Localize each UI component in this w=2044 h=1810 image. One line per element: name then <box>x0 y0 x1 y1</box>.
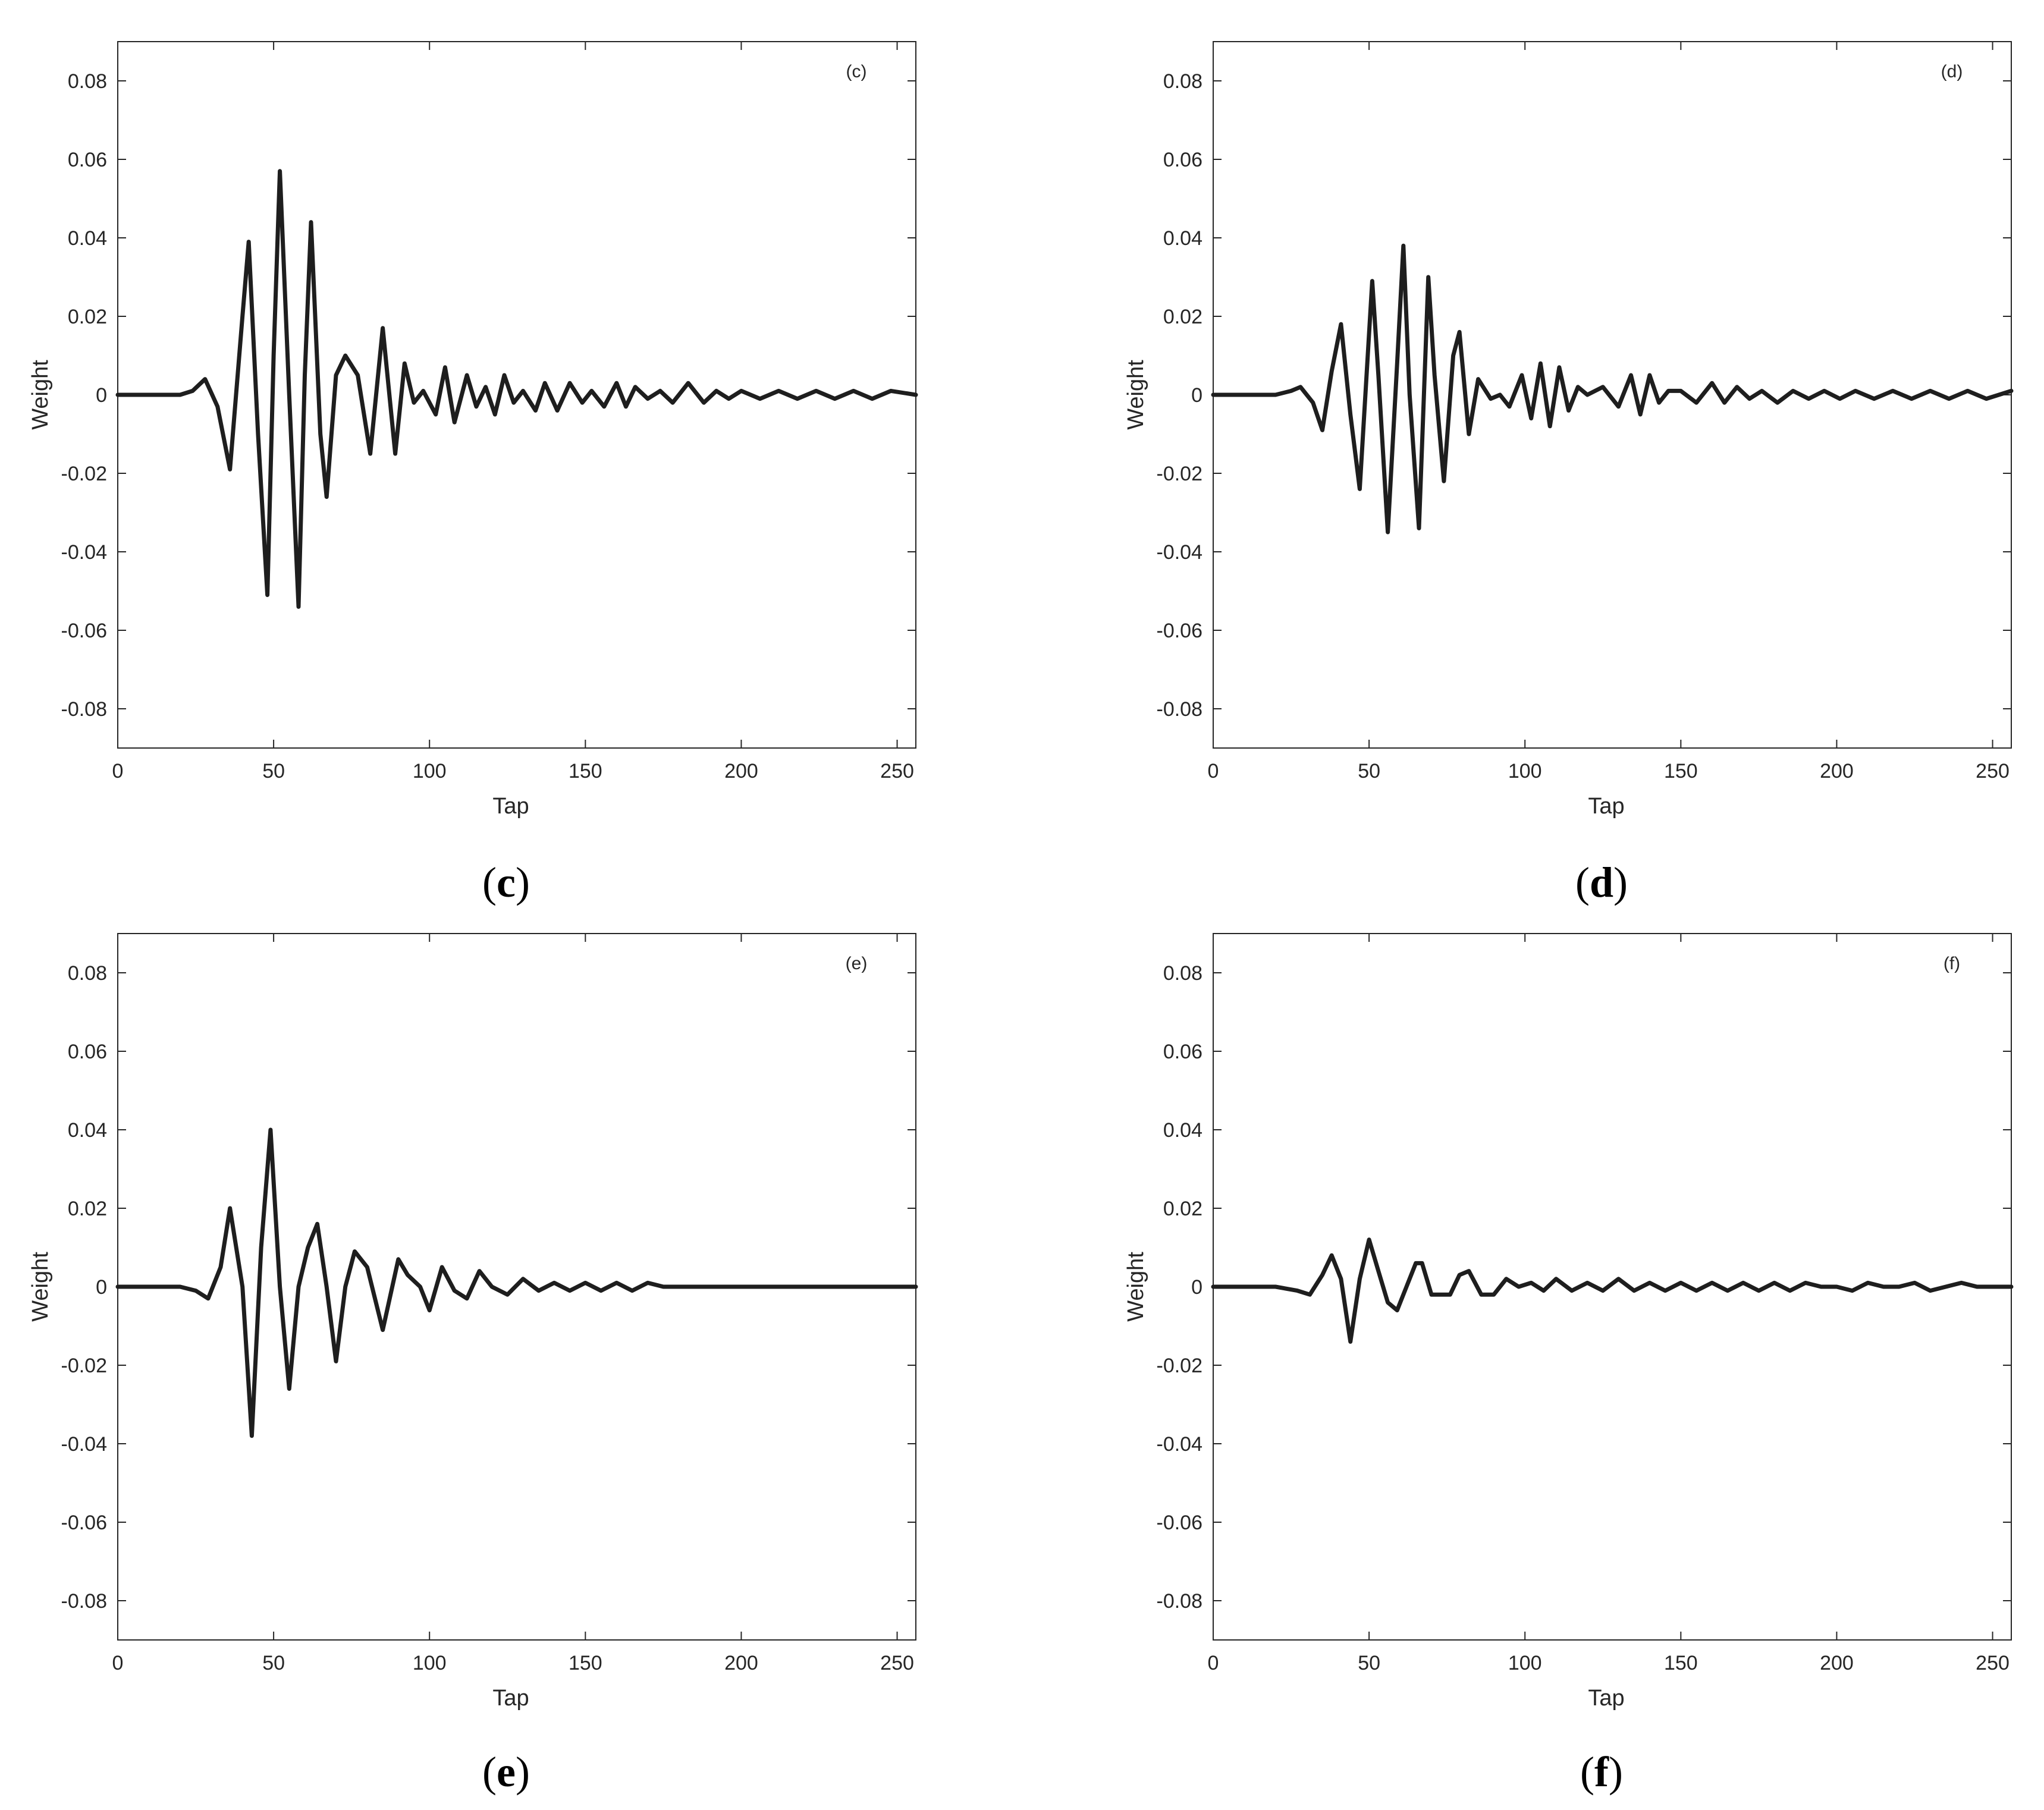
chart-panel-d: 0 50 100 150 200 250 0.08 0.06 0.04 0.02 0 -0.02 -0.… <box>1123 41 2014 906</box>
y-tick-label: 0.06 <box>68 1041 107 1063</box>
y-tick-label: -0.08 <box>61 698 108 721</box>
panel-caption: (f) <box>1580 1748 1623 1796</box>
x-tick-label: 0 <box>1208 1652 1219 1674</box>
x-axis-label: Tap <box>1588 1686 1624 1711</box>
y-tick-label: -0.02 <box>1157 463 1203 485</box>
x-tick-label: 100 <box>413 760 447 783</box>
x-tick-label: 150 <box>1664 1652 1698 1674</box>
y-tick-label: -0.04 <box>1157 541 1203 564</box>
y-axis-label: Weight <box>1123 1252 1148 1322</box>
panel-caption: (d) <box>1575 859 1628 906</box>
panel-caption: (c) <box>482 859 530 906</box>
series-line <box>1211 1237 2014 1344</box>
x-tick-label: 50 <box>262 760 285 783</box>
y-tick-label: -0.08 <box>1157 698 1203 721</box>
y-tick-label: 0.02 <box>1163 1198 1202 1220</box>
y-tick-label: -0.02 <box>61 463 108 485</box>
chart-panel-f: 0 50 100 150 200 250 0.08 0.06 0.04 0.02 0 -0.02 -0.… <box>1123 933 2014 1796</box>
y-tick-label: 0 <box>96 384 107 407</box>
x-tick-label: 0 <box>112 1652 124 1674</box>
y-tick-label: -0.06 <box>61 620 108 642</box>
x-tick-label: 200 <box>1820 1652 1854 1674</box>
x-tick-label: 50 <box>1358 760 1380 783</box>
y-tick-label: 0 <box>96 1276 107 1299</box>
panel-tag: (f) <box>1943 954 1960 973</box>
y-tick-label: 0.08 <box>1163 962 1202 985</box>
x-tick-label: 250 <box>880 1652 914 1674</box>
x-tick-label: 200 <box>1820 760 1854 783</box>
y-axis-label: Weight <box>28 360 53 430</box>
y-tick-label: 0.04 <box>68 1119 107 1142</box>
x-tick-label: 0 <box>112 760 124 783</box>
y-tick-label: -0.06 <box>1157 1512 1203 1534</box>
x-tick-label: 150 <box>569 1652 602 1674</box>
series-line <box>1211 243 2014 535</box>
y-tick-label: -0.06 <box>1157 620 1203 642</box>
y-tick-label: 0.06 <box>68 149 107 171</box>
series-line <box>115 169 918 609</box>
panel-tag: (e) <box>846 954 868 973</box>
caption-letter: f <box>1594 1748 1609 1796</box>
panel-caption: (e) <box>482 1748 530 1796</box>
caption-letter: e <box>497 1748 516 1796</box>
y-tick-label: 0.04 <box>1163 1119 1202 1142</box>
y-tick-label: -0.04 <box>61 1433 108 1456</box>
x-tick-label: 50 <box>1358 1652 1380 1674</box>
caption-open-paren: ( <box>482 1748 497 1796</box>
y-tick-label: 0.06 <box>1163 149 1202 171</box>
x-axis-label: Tap <box>1588 794 1624 819</box>
x-tick-label: 200 <box>724 760 758 783</box>
panel-tag: (c) <box>846 62 867 81</box>
caption-letter: c <box>497 859 516 906</box>
y-tick-label: 0.04 <box>68 227 107 250</box>
caption-letter: d <box>1590 859 1613 906</box>
x-tick-label: 150 <box>1664 760 1698 783</box>
caption-close-paren: ) <box>516 859 530 906</box>
caption-open-paren: ( <box>1575 859 1590 906</box>
caption-close-paren: ) <box>1609 1748 1623 1796</box>
x-axis-label: Tap <box>492 1686 529 1711</box>
x-tick-label: 100 <box>413 1652 447 1674</box>
y-tick-label: 0.02 <box>68 306 107 328</box>
y-tick-label: 0.08 <box>1163 70 1202 93</box>
x-tick-label: 250 <box>1976 760 2010 783</box>
y-tick-label: -0.08 <box>1157 1590 1203 1613</box>
series-line <box>115 1127 918 1438</box>
chart-panel-c: 0 50 100 150 200 250 0.08 0.06 0.04 0.02 0 -0.02 -0.… <box>28 41 918 906</box>
x-tick-label: 100 <box>1508 760 1542 783</box>
x-axis-label: Tap <box>492 794 529 819</box>
caption-close-paren: ) <box>1613 859 1628 906</box>
y-tick-label: 0.08 <box>68 70 107 93</box>
y-axis-label: Weight <box>1123 360 1148 430</box>
caption-open-paren: ( <box>482 859 497 906</box>
x-tick-label: 150 <box>569 760 602 783</box>
x-tick-label: 250 <box>880 760 914 783</box>
y-tick-label: 0.02 <box>68 1198 107 1220</box>
x-tick-label: 100 <box>1508 1652 1542 1674</box>
y-tick-label: 0.04 <box>1163 227 1202 250</box>
caption-close-paren: ) <box>516 1748 530 1796</box>
x-tick-label: 50 <box>262 1652 285 1674</box>
y-tick-label: -0.02 <box>61 1355 108 1377</box>
x-tick-label: 0 <box>1208 760 1219 783</box>
y-tick-label: -0.08 <box>61 1590 108 1613</box>
y-tick-label: -0.06 <box>61 1512 108 1534</box>
chart-panel-e: 0 50 100 150 200 250 0.08 0.06 0.04 0.02 0 -0.02 -0.… <box>28 933 918 1796</box>
y-tick-label: 0 <box>1191 1276 1202 1299</box>
panel-tag: (d) <box>1941 62 1963 81</box>
y-tick-label: 0.08 <box>68 962 107 985</box>
y-tick-label: 0 <box>1191 384 1202 407</box>
x-tick-label: 200 <box>724 1652 758 1674</box>
caption-open-paren: ( <box>1580 1748 1594 1796</box>
y-tick-label: 0.02 <box>1163 306 1202 328</box>
y-tick-label: -0.02 <box>1157 1355 1203 1377</box>
x-tick-label: 250 <box>1976 1652 2010 1674</box>
y-tick-label: -0.04 <box>1157 1433 1203 1456</box>
y-axis-label: Weight <box>28 1252 53 1322</box>
y-tick-label: 0.06 <box>1163 1041 1202 1063</box>
y-tick-label: -0.04 <box>61 541 108 564</box>
